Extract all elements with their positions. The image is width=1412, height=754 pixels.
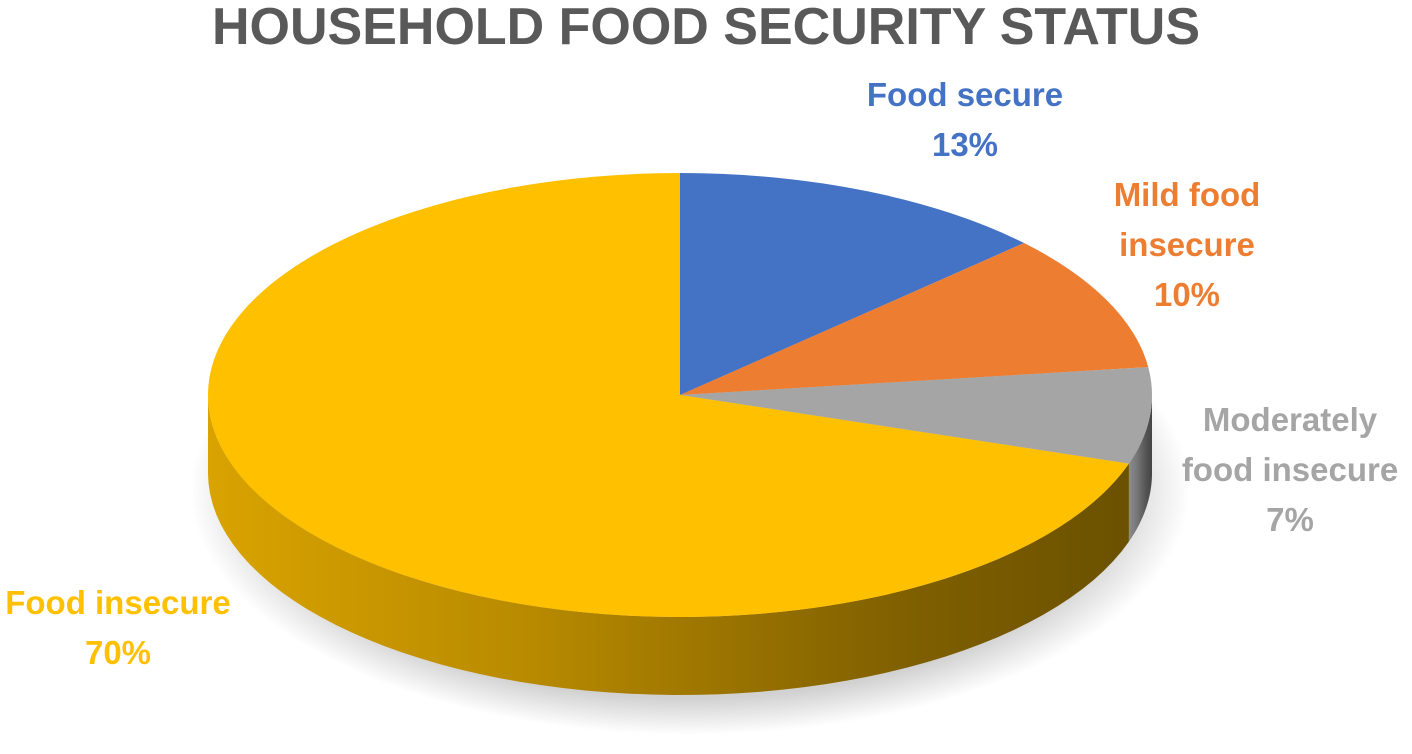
pie-slice (680, 243, 1149, 395)
data-label: Mild food insecure 10% (1092, 170, 1282, 320)
pie-slice (208, 173, 1129, 617)
value-label: 70% (84, 634, 152, 671)
chart-title: HOUSEHOLD FOOD SECURITY STATUS (211, 0, 1201, 56)
data-label: Food secure 13% (835, 70, 1095, 170)
value-label: 7% (1266, 501, 1314, 538)
data-label: Food insecure 70% (0, 578, 248, 678)
pie-side (1128, 395, 1152, 542)
pie-side (208, 395, 1129, 695)
pie-slice (680, 367, 1153, 464)
value-label: 13% (931, 126, 999, 163)
category-label: Food secure (866, 76, 1064, 113)
category-label: Moderately food insecure (1181, 401, 1399, 488)
value-label: 10% (1153, 276, 1221, 313)
category-label: Mild food insecure (1113, 176, 1261, 263)
data-label: Moderately food insecure 7% (1165, 395, 1412, 545)
category-label: Food insecure (5, 584, 231, 621)
pie-slice (680, 173, 1025, 395)
